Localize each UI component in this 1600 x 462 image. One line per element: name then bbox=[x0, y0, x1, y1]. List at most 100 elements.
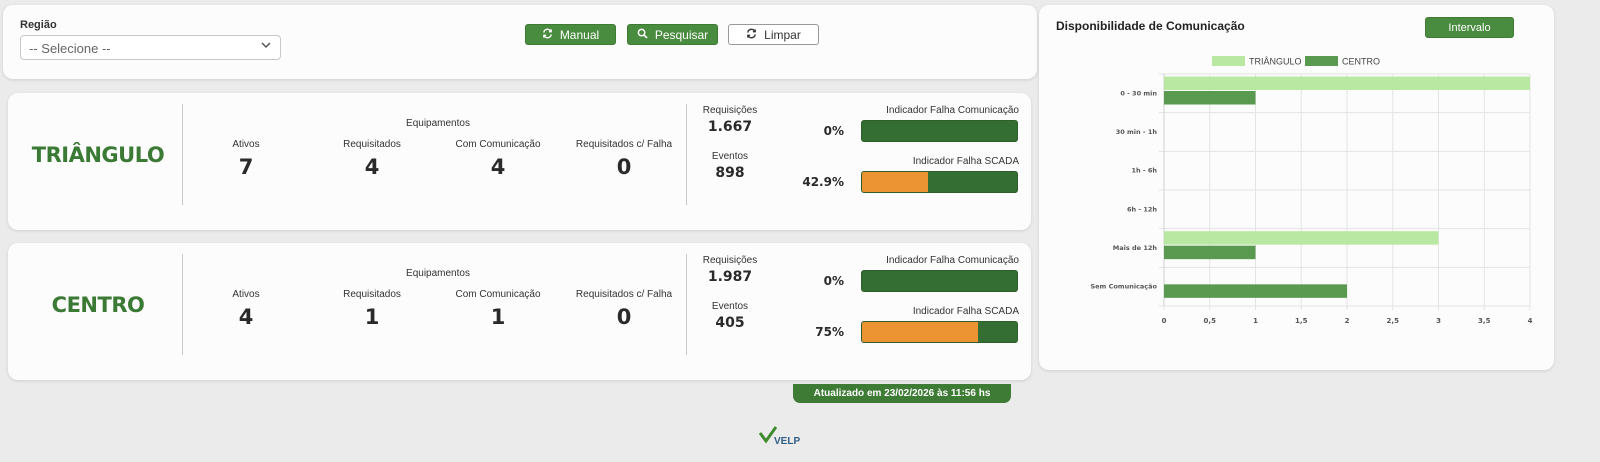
requisicoes-label: Requisições bbox=[702, 105, 758, 116]
com-comunicacao-value: 1 bbox=[490, 305, 506, 329]
indicador-scada-bar bbox=[861, 321, 1018, 343]
bar-triângulo bbox=[1164, 76, 1530, 90]
refresh-icon bbox=[746, 28, 757, 42]
requisitados-value: 1 bbox=[364, 305, 380, 329]
eventos-stat: Eventos 898 bbox=[698, 151, 762, 181]
indicador-scada-bar bbox=[861, 171, 1018, 193]
region-select[interactable]: -- Selecione -- bbox=[20, 35, 281, 60]
logo-text: VELP bbox=[774, 436, 801, 447]
bar-chart: TRIÂNGULO CENTRO 0 0,5 1 1,5 2 2,5 3 3,5 4 0 - 30 m… bbox=[1090, 56, 1533, 325]
interval-button[interactable]: Intervalo bbox=[1425, 17, 1514, 38]
clear-button-label: Limpar bbox=[764, 27, 801, 42]
requisitados-label: Requisitados bbox=[343, 289, 401, 300]
ativos-stat: Ativos 4 bbox=[206, 289, 286, 329]
indicador-scada-percent: 42.9% bbox=[802, 175, 844, 189]
requisitados-stat: Requisitados 4 bbox=[322, 139, 422, 179]
requisicoes-value: 1.987 bbox=[707, 269, 753, 285]
ativos-stat: Ativos 7 bbox=[206, 139, 286, 179]
indicador-fill bbox=[862, 322, 979, 342]
ativos-label: Ativos bbox=[232, 289, 260, 300]
indicador-comunicacao-bar bbox=[861, 270, 1018, 292]
manual-button-label: Manual bbox=[559, 27, 600, 42]
equipamentos-title: Equipamentos bbox=[406, 118, 470, 129]
x-tick-label: 1,5 bbox=[1295, 317, 1308, 325]
legend-swatch bbox=[1305, 56, 1338, 66]
eventos-label: Eventos bbox=[711, 301, 749, 312]
com-comunicacao-value: 4 bbox=[490, 155, 506, 179]
x-tick-label: 3 bbox=[1436, 317, 1441, 325]
ativos-value: 4 bbox=[238, 305, 254, 329]
eventos-value: 898 bbox=[715, 165, 745, 181]
updated-timestamp-badge: Atualizado em 23/02/2026 às 11:56 hs bbox=[793, 384, 1011, 403]
region-name: CENTRO bbox=[51, 293, 145, 317]
requisicoes-value: 1.667 bbox=[707, 119, 753, 135]
checkmark-logo-icon bbox=[758, 426, 778, 449]
category-label: 0 - 30 min bbox=[1120, 89, 1157, 97]
x-tick-label: 1 bbox=[1253, 317, 1258, 325]
bar-centro bbox=[1164, 91, 1256, 105]
bar-centro bbox=[1164, 245, 1256, 260]
indicador-comunicacao-percent: 0% bbox=[823, 124, 844, 138]
category-label: 30 min - 1h bbox=[1116, 128, 1158, 136]
x-tick-label: 2,5 bbox=[1387, 317, 1400, 325]
requisicoes-stat: Requisições 1.987 bbox=[698, 255, 762, 285]
indicador-fill bbox=[862, 172, 929, 192]
search-button[interactable]: Pesquisar bbox=[627, 24, 718, 45]
requisitados-falha-value: 0 bbox=[616, 305, 632, 329]
region-label: Região bbox=[20, 19, 57, 31]
chart-panel: TRIÂNGULO CENTRO 0 0,5 1 1,5 2 2,5 3 3,5 4 0 - 30 m… bbox=[1039, 5, 1554, 370]
velp-logo: VELP bbox=[758, 426, 801, 449]
ativos-value: 7 bbox=[238, 155, 254, 179]
category-label: 6h - 12h bbox=[1127, 205, 1157, 213]
legend-label: CENTRO bbox=[1342, 57, 1380, 67]
com-comunicacao-label: Com Comunicação bbox=[455, 289, 541, 300]
com-comunicacao-label: Com Comunicação bbox=[455, 139, 541, 150]
indicador-scada-label: Indicador Falha SCADA bbox=[912, 156, 1019, 167]
requisitados-stat: Requisitados 1 bbox=[322, 289, 422, 329]
com-comunicacao-stat: Com Comunicação 4 bbox=[438, 139, 558, 179]
requisicoes-label: Requisições bbox=[702, 255, 758, 266]
clear-button[interactable]: Limpar bbox=[728, 24, 819, 45]
eventos-value: 405 bbox=[715, 315, 745, 331]
category-label: Mais de 12h bbox=[1113, 244, 1158, 252]
requisitados-falha-label: Requisitados c/ Falha bbox=[575, 289, 673, 300]
category-label: Sem Comunicação bbox=[1090, 283, 1157, 291]
indicador-scada-percent: 75% bbox=[815, 325, 844, 339]
divider bbox=[686, 254, 687, 355]
manual-button[interactable]: Manual bbox=[525, 24, 616, 45]
divider bbox=[182, 254, 183, 355]
divider bbox=[182, 104, 183, 205]
bar-triângulo bbox=[1164, 231, 1439, 245]
requisitados-falha-stat: Requisitados c/ Falha 0 bbox=[568, 139, 680, 179]
chevron-down-icon bbox=[260, 39, 272, 54]
chart-title: Disponibilidade de Comunicação bbox=[1056, 19, 1245, 33]
x-tick-label: 3,5 bbox=[1478, 317, 1491, 325]
region-select-value: -- Selecione -- bbox=[29, 41, 111, 56]
eventos-label: Eventos bbox=[711, 151, 749, 162]
requisitados-label: Requisitados bbox=[343, 139, 401, 150]
x-tick-label: 4 bbox=[1528, 317, 1533, 325]
requisitados-falha-stat: Requisitados c/ Falha 0 bbox=[568, 289, 680, 329]
com-comunicacao-stat: Com Comunicação 1 bbox=[438, 289, 558, 329]
search-button-label: Pesquisar bbox=[654, 27, 709, 42]
search-icon bbox=[637, 28, 648, 42]
ativos-label: Ativos bbox=[232, 139, 260, 150]
indicador-comunicacao-label: Indicador Falha Comunicação bbox=[886, 255, 1019, 266]
requisitados-falha-value: 0 bbox=[616, 155, 632, 179]
indicador-comunicacao-bar bbox=[861, 120, 1018, 142]
requisitados-falha-label: Requisitados c/ Falha bbox=[575, 139, 673, 150]
indicador-comunicacao-percent: 0% bbox=[823, 274, 844, 288]
region-card-triangulo: TRIÂNGULO Equipamentos Ativos 7 Requisit… bbox=[8, 93, 1031, 230]
requisitados-value: 4 bbox=[364, 155, 380, 179]
refresh-icon bbox=[542, 28, 553, 42]
divider bbox=[686, 104, 687, 205]
requisicoes-stat: Requisições 1.667 bbox=[698, 105, 762, 135]
indicador-scada-label: Indicador Falha SCADA bbox=[912, 306, 1019, 317]
legend-swatch bbox=[1212, 56, 1245, 66]
region-name: TRIÂNGULO bbox=[31, 143, 165, 167]
x-tick-label: 0 bbox=[1162, 317, 1167, 325]
category-label: 1h - 6h bbox=[1131, 167, 1157, 175]
legend-label: TRIÂNGULO bbox=[1249, 57, 1302, 67]
region-card-centro: CENTRO Equipamentos Ativos 4 Requisitado… bbox=[8, 243, 1031, 380]
filter-panel: Região -- Selecione -- Manual Pesquisar … bbox=[3, 5, 1037, 79]
